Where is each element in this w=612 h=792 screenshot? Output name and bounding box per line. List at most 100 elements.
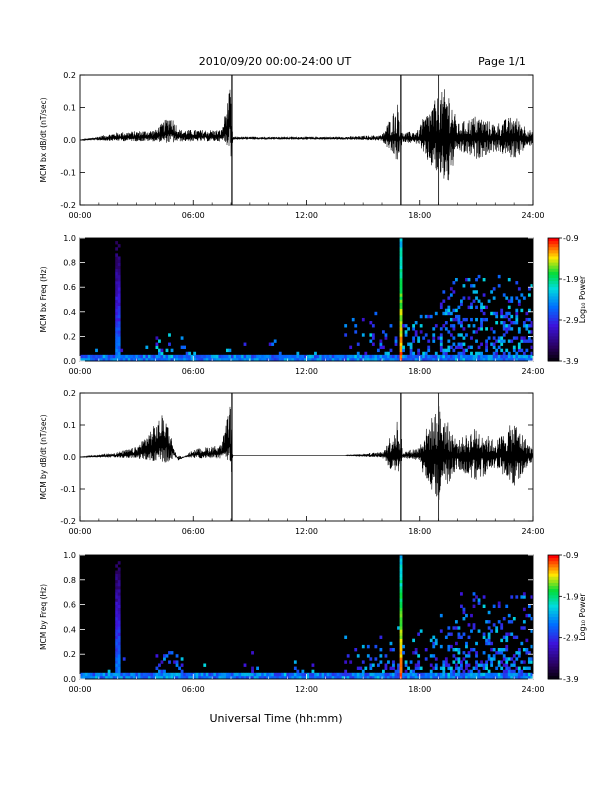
spectrogram-cell [480, 672, 483, 677]
spectrogram-cell [110, 354, 114, 359]
spectrogram-cell [515, 336, 519, 340]
spectrogram-cell [321, 354, 325, 359]
spectrogram-cell [472, 623, 476, 627]
spectrogram-cell [467, 296, 471, 300]
spectrogram-cell [349, 660, 353, 664]
spectrogram-cell [480, 663, 483, 667]
spectrogram-cell [392, 660, 395, 664]
spectrogram-cell [505, 660, 509, 664]
spectrogram-cell [115, 314, 119, 319]
spectrogram-cell [460, 672, 463, 677]
spectrogram-cell [424, 314, 428, 319]
spectrogram-cell [482, 632, 486, 636]
spectrogram-cell [399, 293, 403, 297]
spectrogram-cell [475, 317, 478, 322]
spectrogram-cell [301, 354, 305, 359]
spectrogram-cell [117, 345, 121, 350]
spectrogram-cell [135, 672, 139, 677]
spectrogram-cell [303, 675, 307, 680]
spectrogram-cell [515, 308, 519, 313]
spectrogram-cell [399, 598, 403, 602]
spectrogram-cell [457, 626, 461, 630]
spectrogram-cell [522, 324, 526, 328]
colorbar-segment [548, 586, 559, 590]
spectrogram-cell [117, 641, 121, 646]
spectrogram-cell [193, 357, 197, 362]
spectrogram-cell [258, 354, 262, 359]
spectrogram-cell [417, 348, 421, 353]
spectrogram-cell [482, 672, 486, 677]
colorbar-segment [548, 342, 559, 347]
spectrogram-cell [261, 354, 265, 359]
spectrogram-cell [130, 672, 134, 677]
spectrogram-cell [115, 576, 119, 581]
y-tick-label: 0.4 [63, 625, 76, 634]
spectrogram-cell [465, 644, 468, 649]
colorbar-segment [548, 573, 559, 578]
spectrogram-cell [530, 321, 534, 325]
spectrogram-cell [150, 354, 154, 359]
colorbar-segment [548, 244, 559, 248]
colorbar-segment [548, 265, 559, 270]
spectrogram-cell [399, 586, 403, 590]
spectrogram-cell [465, 660, 468, 664]
spectrogram-cell [444, 663, 448, 667]
colorbar-segment [548, 598, 559, 602]
spectrogram-cell [319, 675, 322, 680]
spectrogram-cell [505, 663, 509, 667]
spectrogram-cell [198, 672, 202, 677]
spectrogram-cell [344, 635, 348, 639]
spectrogram-cell [130, 354, 134, 359]
spectrogram-cell [439, 333, 443, 337]
spectrogram-cell [371, 336, 375, 340]
spectrogram-cell [387, 660, 390, 664]
x-tick-label: 18:00 [408, 527, 431, 536]
spectrogram-cell [477, 672, 481, 677]
spectrogram-cell [465, 663, 468, 667]
colorbar-frame [547, 237, 560, 362]
spectrogram-cell [195, 354, 199, 359]
spectrogram-cell [243, 357, 247, 362]
y-tick-label: 0.0 [63, 675, 76, 684]
spectrogram-cell [505, 324, 509, 328]
spectrogram-cell [510, 672, 514, 677]
spectrogram-cell [472, 357, 476, 362]
spectrogram-cell [389, 641, 393, 646]
spectrogram-cell [495, 354, 499, 359]
spectrogram-cell [241, 672, 244, 677]
spectrogram-cell [115, 305, 119, 310]
spectrogram-cell [460, 345, 463, 350]
spectrogram-cell [397, 357, 400, 362]
spectrogram-cell [414, 330, 418, 334]
spectrogram-cell [407, 675, 410, 680]
spectrogram-cell [195, 672, 199, 677]
spectrogram-cell [399, 277, 403, 282]
spectrogram-cell [412, 339, 416, 343]
spectrogram-cell [462, 354, 466, 359]
spectrogram-cell [80, 672, 83, 677]
spectrogram-cell [497, 284, 501, 288]
spectrogram-cell [356, 666, 360, 670]
spectrogram-cell [218, 357, 222, 362]
spectrogram-cell [281, 357, 285, 362]
spectrogram-cell [203, 663, 207, 667]
spectrogram-cell [115, 271, 119, 276]
spectrogram-cell [442, 669, 446, 674]
spectrogram-cell [298, 354, 302, 359]
spectrogram-cell [497, 648, 501, 652]
spectrogram-cell [369, 321, 373, 325]
spectrogram-cell [321, 675, 325, 680]
spectrogram-cell [160, 351, 164, 356]
spectrogram-cell [354, 648, 358, 652]
spectrogram-cell [361, 333, 365, 337]
spectrogram-cell [460, 342, 463, 346]
spectrogram-cell [454, 345, 458, 350]
spectrogram-cell [241, 675, 244, 680]
spectrogram-cell [152, 357, 156, 362]
spectrogram-cell [419, 357, 423, 362]
spectrogram-cell [497, 663, 501, 667]
spectrogram-cell [251, 669, 254, 674]
spectrogram-cell [520, 348, 524, 353]
spectrogram-cell [417, 663, 421, 667]
spectrogram-cell [475, 339, 478, 343]
